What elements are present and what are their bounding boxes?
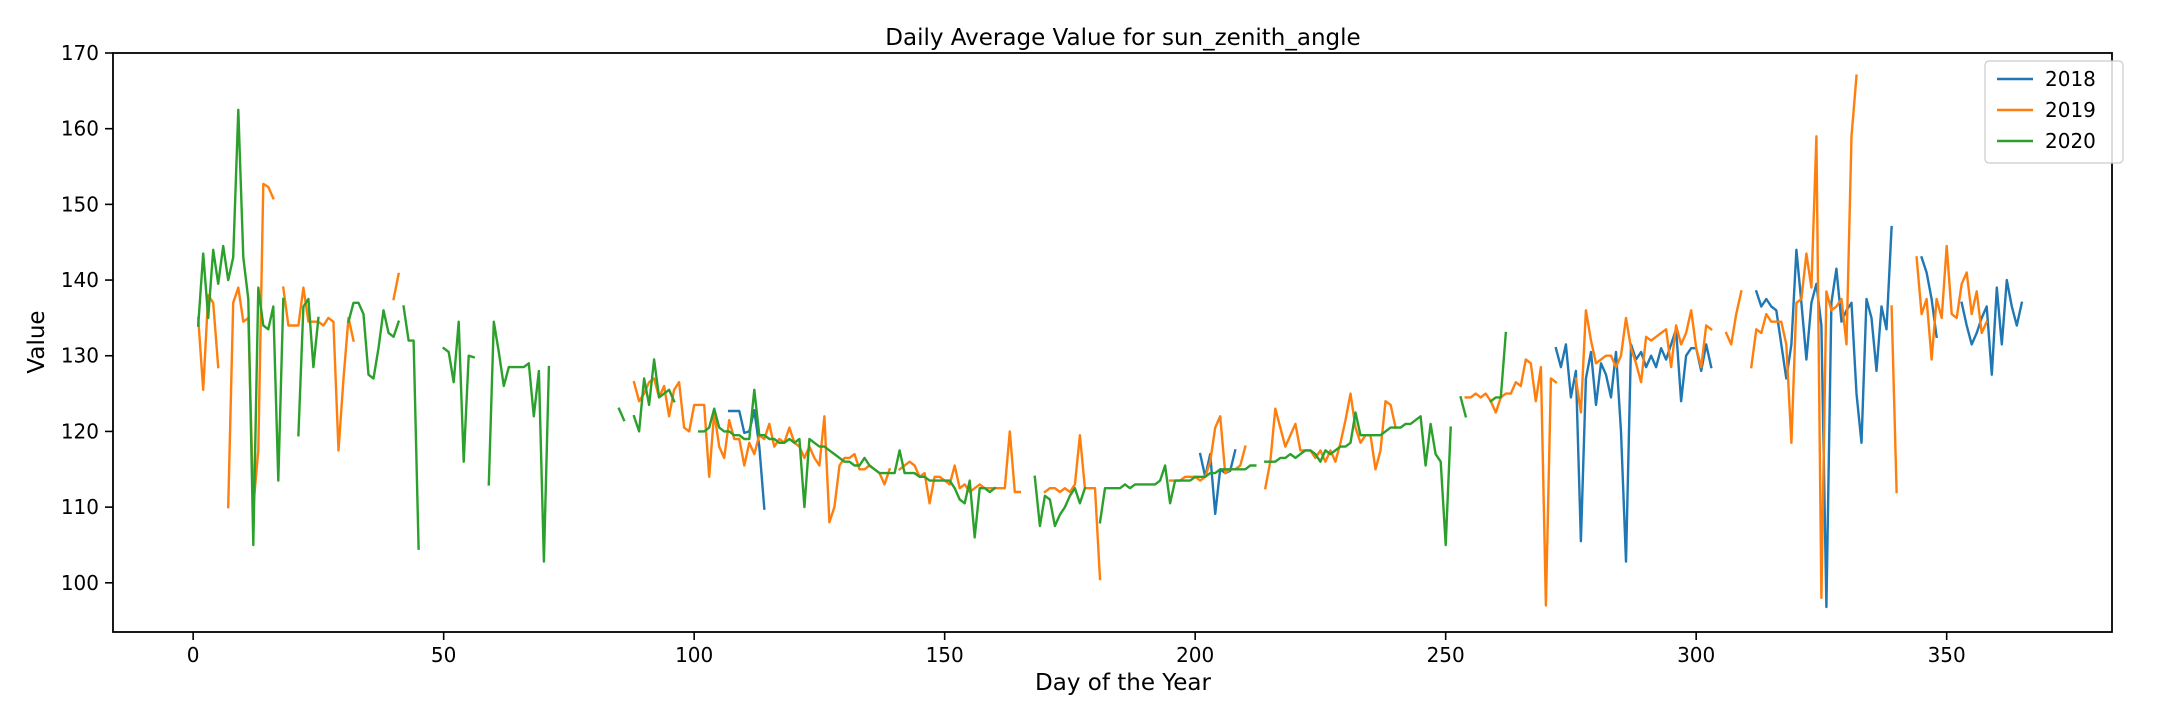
x-tick-label: 300 — [1677, 643, 1715, 667]
series-2018-line-segment — [1198, 448, 1237, 516]
legend-label-2019: 2019 — [2045, 98, 2096, 122]
plot-frame — [112, 52, 2113, 633]
series-2020-line-segment — [1489, 331, 1508, 403]
series-2019-line-segment — [281, 286, 355, 452]
series-2019-line-segment — [1890, 305, 1898, 494]
series-2019-line-segment — [1168, 415, 1247, 482]
series-2018 — [728, 225, 2024, 609]
y-tick-label: 140 — [61, 268, 99, 292]
y-axis: 100 110 120 130 140 150 160 170 — [61, 41, 113, 595]
series-2019-line-segment — [632, 377, 892, 524]
series-2020-line-segment — [632, 358, 676, 433]
x-tick-label: 150 — [926, 643, 964, 667]
legend-label-2018: 2018 — [2045, 67, 2096, 91]
series-2020-line-segment — [1098, 464, 1257, 524]
series-2020 — [196, 108, 1508, 563]
legend-label-2020: 2020 — [2045, 129, 2096, 153]
y-tick-label: 170 — [61, 41, 99, 65]
series-2019-line-segment — [1464, 358, 1558, 607]
x-tick-label: 250 — [1427, 643, 1465, 667]
series-2020-line-segment — [402, 305, 420, 550]
series-2018-line-segment — [1960, 278, 2024, 376]
x-tick-label: 50 — [431, 643, 456, 667]
plot-lines — [196, 74, 2024, 609]
series-2020-line-segment — [617, 407, 626, 422]
series-2020-line-segment — [1264, 411, 1452, 547]
series-2020-line-segment — [698, 388, 997, 539]
x-tick-label: 100 — [675, 643, 713, 667]
series-2019-line-segment — [1915, 244, 1989, 361]
series-2019-line-segment — [392, 272, 401, 301]
series-2019-line-segment — [1263, 392, 1398, 490]
y-tick-label: 150 — [61, 192, 99, 216]
y-tick-label: 120 — [61, 419, 99, 443]
series-2020-line-segment — [1033, 475, 1087, 528]
series-2019-line-segment — [1043, 434, 1102, 581]
series-2019-line-segment — [897, 430, 1021, 505]
x-axis: 0 50 100 150 200 250 300 350 — [187, 632, 1966, 667]
series-2020-line-segment — [297, 297, 320, 437]
series-2019-line-segment — [196, 294, 220, 391]
y-tick-label: 100 — [61, 571, 99, 595]
x-tick-label: 200 — [1176, 643, 1214, 667]
y-axis-label: Value — [24, 310, 50, 373]
x-tick-label: 350 — [1928, 643, 1966, 667]
x-tick-label: 0 — [187, 643, 200, 667]
legend: 2018 2019 2020 — [1984, 60, 2124, 164]
series-2020-line-segment — [196, 108, 285, 547]
y-tick-label: 110 — [61, 495, 99, 519]
y-tick-label: 160 — [61, 117, 99, 141]
series-2020-line-segment — [442, 320, 476, 463]
series-2019-line-segment — [1749, 74, 1858, 600]
series-2020-line-segment — [1459, 395, 1468, 418]
series-2018-line-segment — [1554, 328, 1713, 563]
y-tick-label: 130 — [61, 344, 99, 368]
series-2020-line-segment — [347, 301, 401, 380]
legend-box — [1984, 60, 2124, 164]
series-2019-line-segment — [1574, 309, 1713, 414]
series-2020-line-segment — [487, 320, 551, 563]
series-2019 — [196, 74, 1989, 607]
series-2019-line-segment — [1724, 289, 1743, 346]
chart-title: Daily Average Value for sun_zenith_angle — [885, 25, 1360, 51]
x-axis-label: Day of the Year — [1035, 670, 1212, 696]
